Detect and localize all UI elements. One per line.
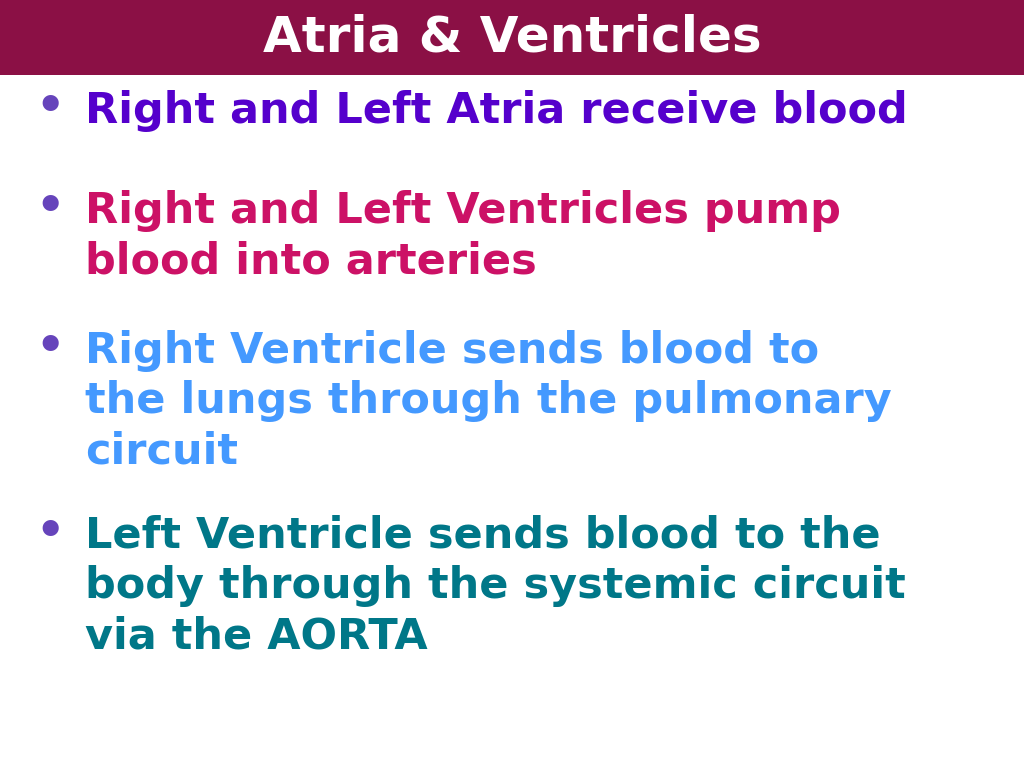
Bar: [0, 0, 1024, 75]
Text: •: •: [35, 84, 65, 130]
Text: Right Ventricle sends blood to
the lungs through the pulmonary
circuit: Right Ventricle sends blood to the lungs…: [85, 330, 892, 472]
Text: •: •: [35, 184, 65, 230]
Text: •: •: [35, 325, 65, 369]
Text: Left Ventricle sends blood to the
body through the systemic circuit
via the AORT: Left Ventricle sends blood to the body t…: [85, 515, 906, 657]
Text: Right and Left Ventricles pump
blood into arteries: Right and Left Ventricles pump blood int…: [85, 190, 841, 283]
Text: •: •: [35, 509, 65, 554]
Text: Atria & Ventricles: Atria & Ventricles: [263, 14, 761, 61]
Text: Right and Left Atria receive blood: Right and Left Atria receive blood: [85, 90, 907, 132]
